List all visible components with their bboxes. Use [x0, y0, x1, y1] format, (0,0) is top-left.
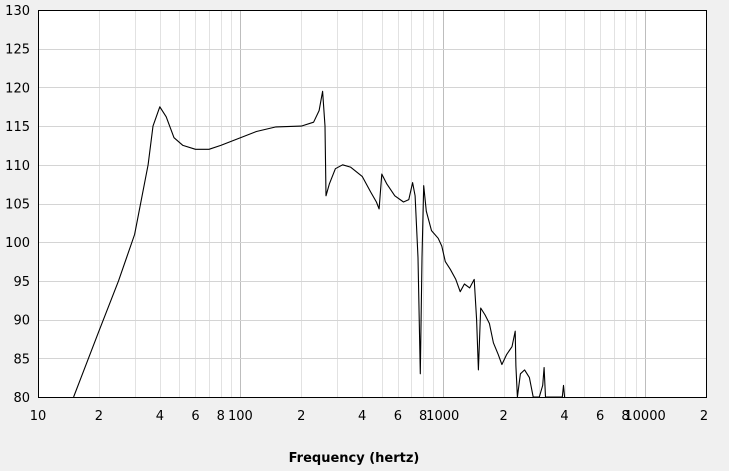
plot-area	[38, 10, 706, 397]
x-tick-label: 6	[191, 409, 199, 424]
x-tick-label: 4	[358, 409, 366, 424]
y-tick-label: 90	[13, 314, 30, 329]
x-tick-label: 8	[217, 409, 225, 424]
x-tick-label: 10000	[624, 409, 665, 424]
x-tick-label: 2	[499, 409, 507, 424]
grid-lines	[38, 10, 706, 397]
x-tick-label: 6	[394, 409, 402, 424]
y-tick-label: 125	[5, 43, 30, 58]
x-tick-label: 2	[700, 409, 708, 424]
y-axis-tick-labels: 80 85 90 95 100 105 110 115 120 125 130	[5, 4, 30, 406]
x-tick-label: 8	[621, 409, 629, 424]
y-tick-label: 115	[5, 120, 30, 135]
series-layer	[73, 90, 566, 398]
y-tick-label: 85	[13, 352, 30, 367]
y-tick-label: 95	[13, 275, 30, 290]
x-tick-label: 4	[156, 409, 164, 424]
plot-frame	[38, 10, 707, 398]
x-tick-label: 1000	[426, 409, 459, 424]
x-tick-label: 2	[297, 409, 305, 424]
x-axis-title: Frequency (hertz)	[289, 451, 420, 466]
x-tick-label: 2	[95, 409, 103, 424]
y-tick-label: 100	[5, 236, 30, 251]
y-tick-label: 110	[5, 159, 30, 174]
y-tick-label: 105	[5, 198, 30, 213]
x-tick-label: 10	[30, 409, 47, 424]
series-line-1	[73, 90, 566, 398]
x-tick-label: 4	[560, 409, 568, 424]
x-tick-label: 100	[228, 409, 253, 424]
x-tick-label: 8	[419, 409, 427, 424]
y-tick-label: 120	[5, 81, 30, 96]
x-tick-label: 6	[596, 409, 604, 424]
y-tick-label: 130	[5, 4, 30, 19]
y-tick-label: 80	[13, 391, 30, 406]
